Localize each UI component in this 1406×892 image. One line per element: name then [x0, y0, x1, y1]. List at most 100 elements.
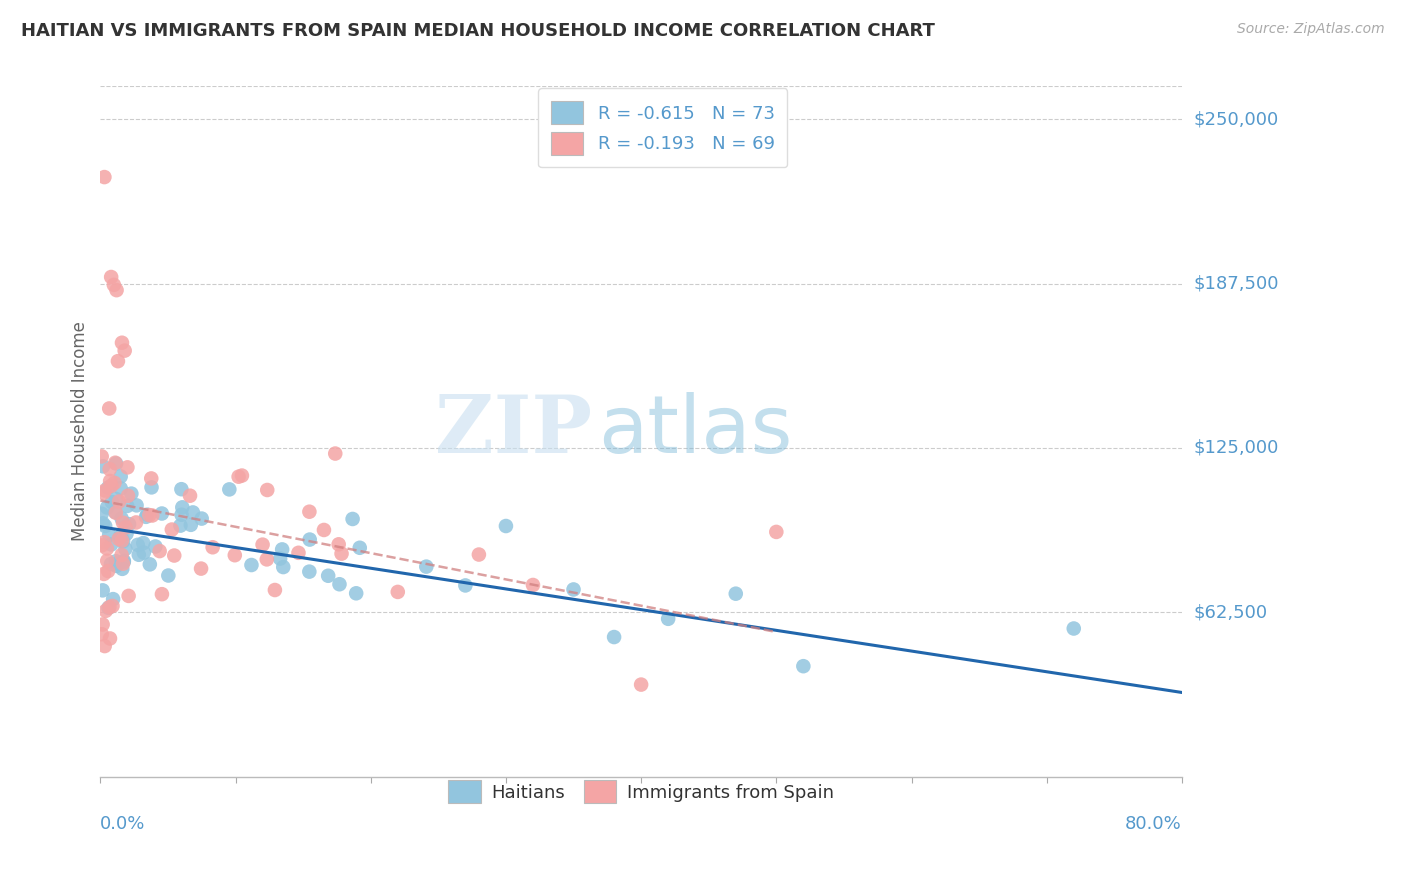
Point: [180, 517, 202, 532]
Point: [105, 558, 128, 573]
Point: [103, 475, 125, 490]
Point: [138, 508, 160, 523]
Point: [114, 520, 136, 534]
Point: [218, 483, 240, 497]
Point: [97, 481, 120, 495]
Point: [107, 556, 129, 570]
Point: [111, 562, 134, 576]
Point: [298, 533, 321, 547]
Point: [111, 557, 134, 571]
Point: [112, 534, 135, 549]
Point: [108, 530, 131, 544]
Point: [323, 446, 346, 460]
Point: [91, 516, 114, 531]
Point: [224, 548, 246, 562]
Text: HAITIAN VS IMMIGRANTS FROM SPAIN MEDIAN HOUSEHOLD INCOME CORRELATION CHART: HAITIAN VS IMMIGRANTS FROM SPAIN MEDIAN …: [21, 22, 935, 40]
Point: [792, 659, 814, 673]
Point: [169, 518, 191, 533]
Point: [114, 343, 136, 358]
Point: [110, 529, 132, 543]
Point: [98, 474, 121, 488]
Point: [125, 516, 148, 530]
Point: [90, 450, 112, 464]
Point: [330, 547, 353, 561]
Point: [201, 541, 224, 555]
Point: [630, 677, 652, 691]
Point: [117, 489, 139, 503]
Point: [415, 559, 437, 574]
Point: [94, 519, 117, 533]
Point: [1063, 622, 1085, 636]
Point: [94, 483, 117, 498]
Point: [271, 542, 294, 557]
Point: [252, 538, 274, 552]
Point: [150, 507, 173, 521]
Text: 80.0%: 80.0%: [1125, 814, 1182, 832]
Point: [271, 560, 294, 574]
Y-axis label: Median Household Income: Median Household Income: [72, 321, 89, 541]
Point: [90, 627, 112, 641]
Point: [269, 551, 291, 566]
Point: [117, 589, 139, 603]
Point: [104, 506, 127, 520]
Point: [107, 354, 129, 368]
Point: [98, 632, 121, 646]
Point: [90, 507, 112, 521]
Point: [98, 600, 121, 615]
Point: [132, 545, 155, 559]
Point: [104, 456, 127, 470]
Point: [104, 554, 127, 568]
Point: [316, 568, 339, 582]
Point: [522, 578, 544, 592]
Point: [256, 483, 278, 497]
Point: [117, 460, 139, 475]
Point: [387, 585, 409, 599]
Point: [170, 482, 193, 496]
Point: [90, 538, 112, 552]
Point: [349, 541, 371, 555]
Point: [149, 544, 172, 558]
Point: [172, 500, 194, 515]
Point: [228, 469, 250, 483]
Point: [145, 540, 167, 554]
Point: [495, 519, 517, 533]
Point: [91, 617, 114, 632]
Point: [107, 532, 129, 546]
Point: [96, 541, 118, 556]
Point: [328, 577, 350, 591]
Point: [110, 482, 132, 496]
Text: Source: ZipAtlas.com: Source: ZipAtlas.com: [1237, 22, 1385, 37]
Point: [111, 548, 134, 562]
Point: [264, 582, 287, 597]
Point: [657, 612, 679, 626]
Point: [157, 568, 180, 582]
Point: [98, 401, 121, 416]
Point: [287, 546, 309, 560]
Point: [93, 639, 115, 653]
Legend: Haitians, Immigrants from Spain: Haitians, Immigrants from Spain: [439, 772, 842, 813]
Point: [93, 566, 115, 581]
Point: [190, 561, 212, 575]
Point: [96, 554, 118, 568]
Point: [105, 457, 128, 471]
Point: [101, 592, 124, 607]
Point: [141, 508, 163, 523]
Point: [160, 523, 183, 537]
Point: [101, 599, 124, 613]
Point: [141, 480, 163, 494]
Point: [97, 600, 120, 615]
Point: [114, 541, 136, 556]
Point: [120, 486, 142, 500]
Point: [344, 586, 367, 600]
Point: [93, 486, 115, 500]
Point: [724, 587, 747, 601]
Point: [181, 505, 204, 519]
Point: [170, 508, 193, 522]
Point: [94, 604, 117, 618]
Point: [240, 558, 263, 572]
Point: [104, 505, 127, 519]
Point: [125, 499, 148, 513]
Point: [342, 512, 364, 526]
Point: [98, 528, 121, 542]
Text: $125,000: $125,000: [1194, 439, 1278, 457]
